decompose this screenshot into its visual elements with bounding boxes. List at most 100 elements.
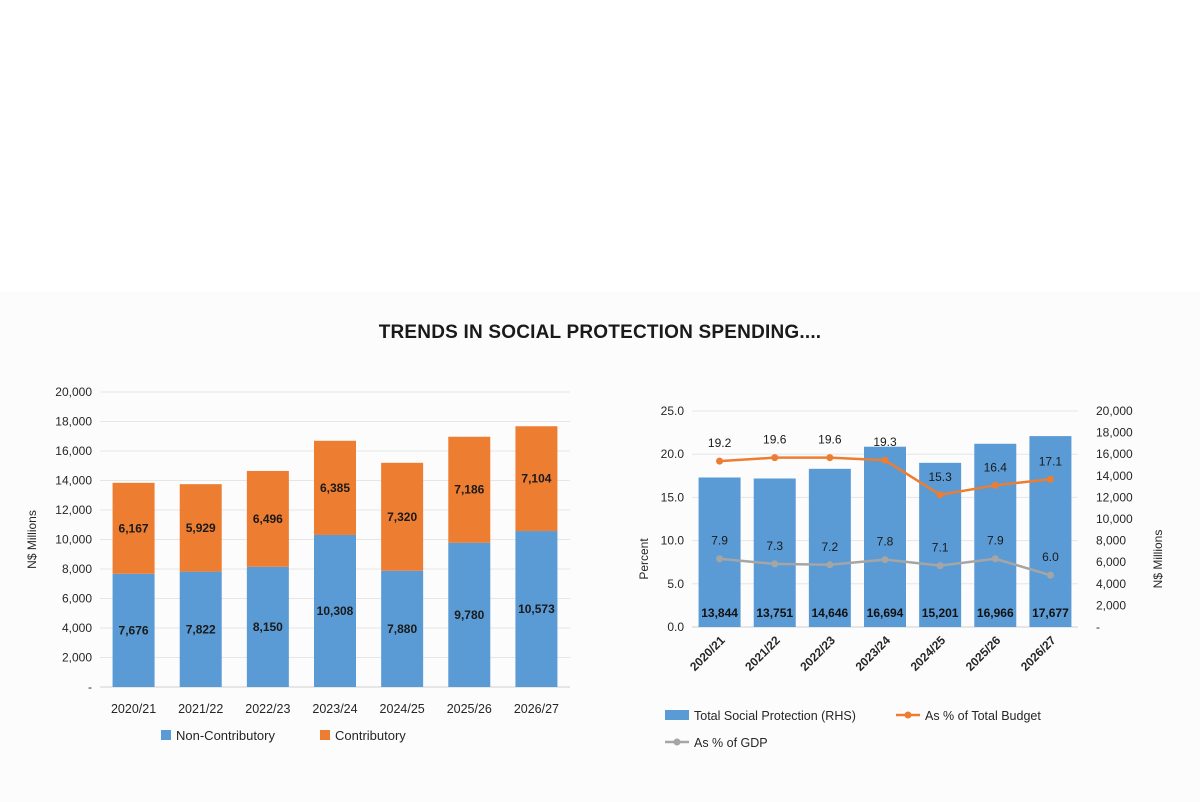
right-y-axis-label: N$ Millions [1151,530,1165,589]
x-tick-label: 2024/25 [908,633,949,674]
bar-data-label: 17,677 [1032,606,1069,620]
x-tick-label: 2021/22 [742,633,783,674]
gdp-line-point [771,560,779,568]
line-data-label: 7.1 [932,541,949,555]
contributory-bar [448,436,491,543]
bar-data-label: 13,844 [701,606,738,620]
data-label: 8,150 [253,620,283,634]
line-data-label: 16.4 [984,460,1008,474]
x-tick-label: 2026/27 [1018,633,1059,674]
y-tick-label: 8,000 [62,562,92,576]
non-contributory-bar [448,542,491,687]
x-tick-label: 2021/22 [178,702,223,716]
data-label: 7,104 [521,472,551,486]
total-budget-line-point [1046,475,1054,483]
x-tick-label: 2022/23 [245,702,290,716]
page-title: TRENDS IN SOCIAL PROTECTION SPENDING.... [378,322,822,343]
line-data-label: 15.3 [928,470,952,484]
y-tick-label: 10,000 [55,533,92,547]
y-tick-label: - [88,680,92,694]
legend-label-total-budget: As % of Total Budget [925,709,1041,723]
left-y-tick-label: 0.0 [667,620,684,634]
gdp-line-point [1046,571,1054,579]
contributory-bar [112,482,155,574]
gdp-line-point [881,556,889,564]
data-label: 7,880 [387,622,417,636]
total-budget-line-point [881,456,889,464]
data-label: 9,780 [454,608,484,622]
legend-swatch-total-social-protection [665,710,689,720]
left-y-tick-label: 10.0 [661,534,685,548]
contributory-bar [381,462,424,571]
gdp-line-point [991,555,999,563]
line-data-label: 19.6 [763,433,787,447]
x-tick-label: 2023/24 [853,633,894,674]
x-tick-label: 2022/23 [797,633,838,674]
x-tick-label: 2026/27 [514,702,559,716]
x-tick-label: 2023/24 [312,702,357,716]
stacked-bar-chart: - 2,000 4,000 6,000 8,000 10,000 12,000 14,000 1… [25,385,570,743]
legend-swatch-non-contributory [161,730,171,740]
contributory-bar [179,484,222,572]
y-tick-label: 14,000 [55,474,92,488]
y-tick-label: 4,000 [62,621,92,635]
line-data-label: 7.2 [822,540,839,554]
line-data-label: 17.1 [1039,454,1063,468]
total-social-protection-bar [808,468,851,627]
y-tick-label: 12,000 [55,503,92,517]
contributory-bar [314,440,356,535]
gdp-line-point [826,561,834,569]
legend-label-non-contributory: Non-Contributory [176,728,275,743]
total-social-protection-bar [974,443,1017,627]
y-tick-label: 6,000 [62,592,92,606]
non-contributory-bar [381,570,424,687]
data-label: 7,822 [186,622,216,636]
right-y-tick-label: 12,000 [1096,490,1133,504]
left-y-tick-label: 25.0 [661,404,685,418]
legend-label-gdp: As % of GDP [694,736,768,750]
y-axis-label: N$ Millions [25,510,39,569]
data-label: 7,676 [119,623,149,637]
data-label: 6,496 [253,512,283,526]
y-tick-label: 18,000 [55,415,92,429]
line-data-label: 7.8 [877,535,894,549]
right-y-tick-label: 16,000 [1096,447,1133,461]
data-label: 5,929 [186,521,216,535]
x-tick-label: 2025/26 [963,633,1004,674]
data-label: 6,385 [320,481,350,495]
bar-data-label: 16,694 [867,606,904,620]
non-contributory-bar [314,534,356,687]
y-tick-label: 20,000 [55,385,92,399]
right-y-tick-label: 18,000 [1096,426,1133,440]
line-data-label: 19.2 [708,436,732,450]
right-y-tick-label: 20,000 [1096,404,1133,418]
total-budget-line-point [991,481,999,489]
non-contributory-bar [246,566,289,687]
combo-bar-line-chart: 0.0 5.0 10.0 15.0 20.0 25.0 - 2,000 4,000 6,000 8,… [637,404,1165,750]
total-social-protection-bar [1029,436,1072,627]
line-data-label: 19.6 [818,433,842,447]
left-y-tick-label: 15.0 [661,490,685,504]
right-y-tick-label: 2,000 [1096,598,1126,612]
right-y-tick-label: - [1096,620,1100,634]
gdp-line-point [716,555,724,563]
legend-label-contributory: Contributory [335,728,406,743]
total-budget-line-point [716,457,724,465]
line-data-label: 7.9 [987,534,1004,548]
non-contributory-bar [515,531,558,687]
data-label: 10,308 [317,604,354,618]
total-social-protection-bar [698,477,741,627]
total-social-protection-bar [919,462,962,627]
gdp-line-point [936,562,944,570]
legend-marker-gdp [673,738,681,746]
right-y-tick-label: 8,000 [1096,534,1126,548]
x-tick-label: 2020/21 [687,633,728,674]
contributory-bar [515,426,558,532]
data-label: 7,320 [387,510,417,524]
line-data-label: 6.0 [1042,550,1059,564]
legend-label-total-social-protection: Total Social Protection (RHS) [694,709,856,723]
line-data-label: 19.3 [873,435,897,449]
x-tick-label: 2025/26 [447,702,492,716]
right-y-tick-label: 4,000 [1096,577,1126,591]
data-label: 7,186 [454,483,484,497]
